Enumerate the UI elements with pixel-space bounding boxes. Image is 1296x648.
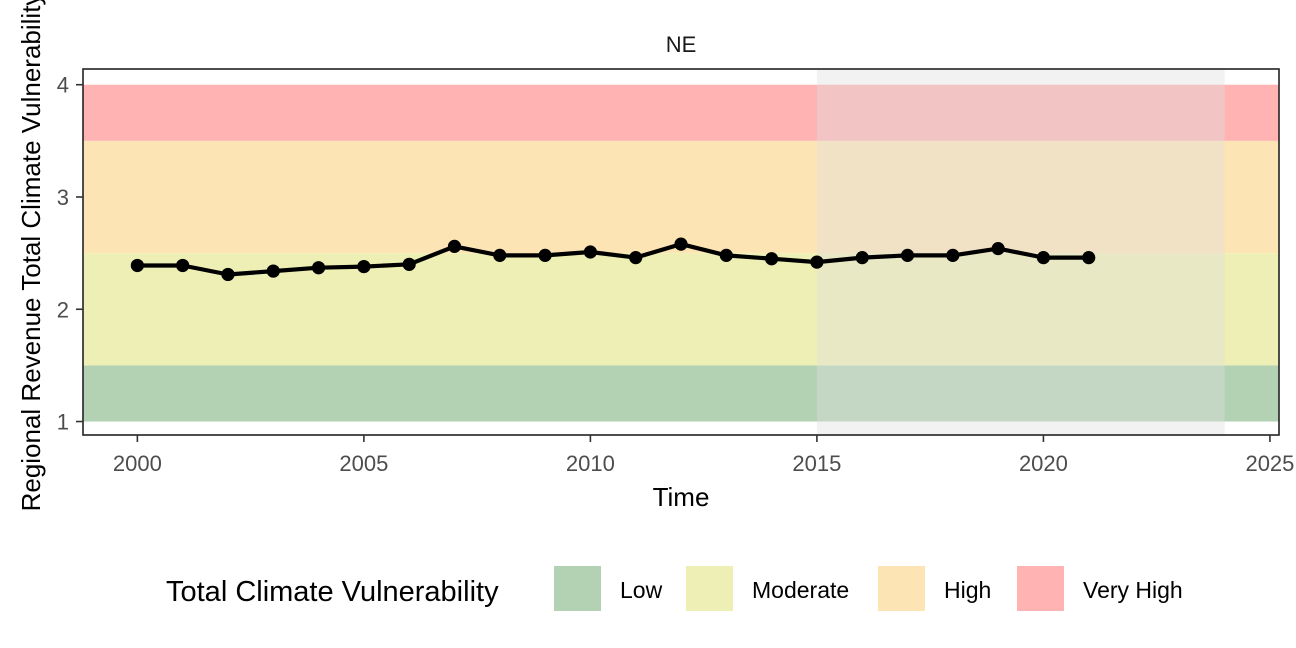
legend-title: Total Climate Vulnerability — [166, 576, 499, 608]
y-axis: 1 2 3 4 — [57, 73, 83, 435]
data-point — [311, 261, 326, 275]
x-tick-label: 2015 — [792, 451, 841, 476]
legend-label-low: Low — [620, 577, 663, 603]
data-point — [538, 248, 552, 262]
data-point — [130, 258, 144, 273]
data-point — [810, 255, 824, 269]
x-tick-label: 2000 — [113, 451, 162, 476]
band-very-high — [83, 84, 1279, 141]
series-line — [137, 242, 1089, 277]
y-tick-label: 4 — [57, 73, 69, 98]
x-tick-label: 2005 — [339, 451, 388, 476]
x-tick-label: 2020 — [1019, 451, 1068, 476]
x-tick-label: 2010 — [566, 451, 615, 476]
band-low — [83, 365, 1279, 422]
data-point — [266, 264, 280, 278]
data-point — [447, 239, 462, 253]
data-point — [991, 242, 1005, 256]
x-tick-label: 2025 — [1245, 451, 1294, 476]
y-tick-label: 1 — [57, 410, 69, 435]
data-point — [1082, 251, 1096, 265]
data-point — [629, 251, 643, 265]
data-point — [357, 259, 371, 274]
legend-label-high: High — [944, 577, 991, 603]
series-layer — [130, 237, 1096, 282]
x-axis-title: Time — [653, 482, 710, 512]
legend-key-very-high — [1017, 566, 1064, 611]
data-point — [176, 258, 190, 273]
panel-border — [82, 68, 1280, 436]
data-point — [493, 248, 507, 262]
legend: Total Climate Vulnerability Low Moderate H… — [166, 566, 1183, 611]
data-point — [1036, 251, 1051, 265]
data-point — [674, 237, 688, 251]
data-point — [855, 251, 869, 265]
facet-title: NE — [666, 32, 697, 57]
data-point — [765, 252, 779, 266]
legend-key-high — [878, 566, 925, 611]
data-point — [583, 245, 597, 259]
legend-key-moderate — [686, 566, 733, 611]
y-tick-label: 2 — [57, 297, 69, 322]
band-high — [83, 140, 1279, 254]
y-axis-title: Regional Revenue Total Climate Vulnerabi… — [16, 0, 46, 511]
data-point — [946, 248, 960, 262]
data-point — [402, 257, 416, 271]
legend-key-low — [554, 566, 601, 611]
data-point — [719, 248, 733, 262]
data-point — [900, 248, 915, 262]
data-point — [221, 267, 235, 282]
x-axis: 2000 2005 2010 2015 2020 2025 — [113, 435, 1294, 476]
y-tick-label: 3 — [57, 185, 69, 210]
legend-label-very-high: Very High — [1083, 577, 1183, 603]
legend-label-moderate: Moderate — [752, 577, 849, 603]
